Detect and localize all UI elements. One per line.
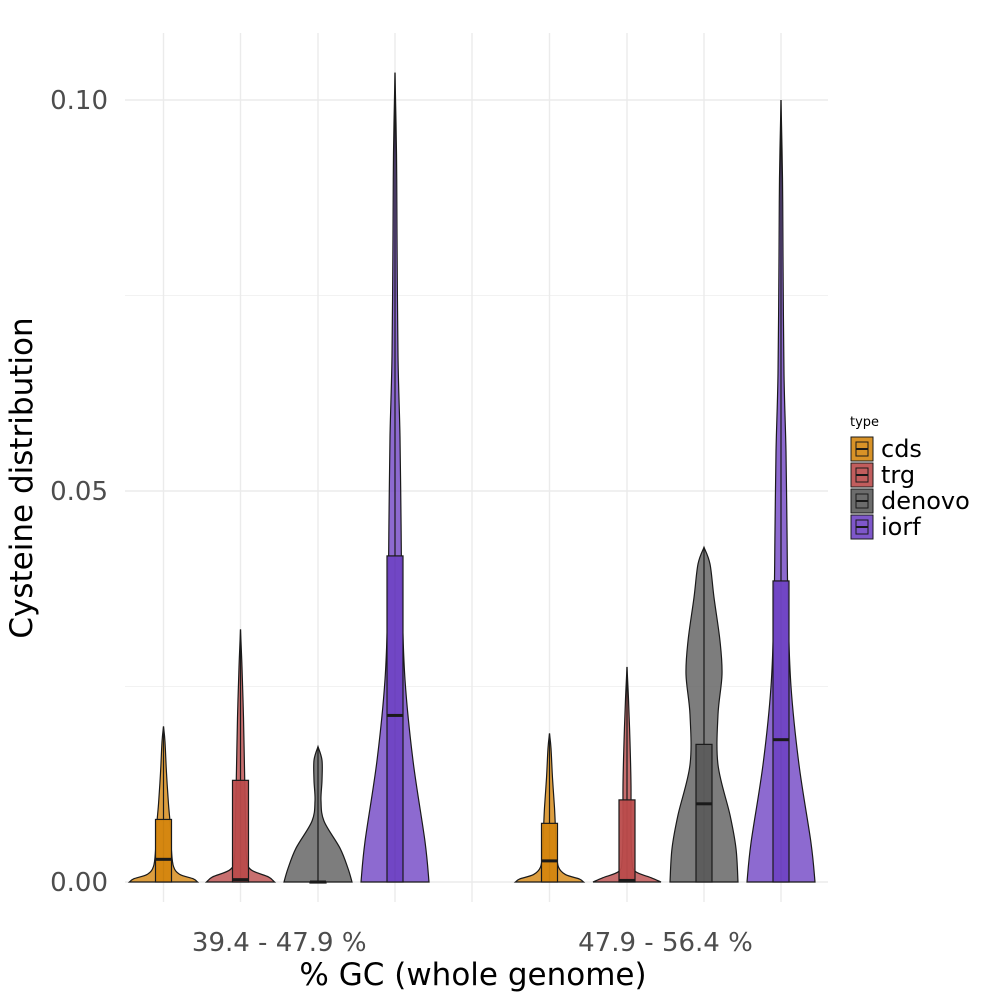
box-denovo-2	[695, 743, 713, 883]
x-axis-title: % GC (whole genome)	[299, 957, 646, 993]
legend-title: type	[850, 415, 879, 430]
box-trg-1	[231, 779, 250, 883]
box-cds-2	[540, 822, 559, 883]
y-tick-label: 0.00	[50, 868, 108, 898]
box-cds-1	[154, 818, 173, 883]
y-tick-label: 0.10	[50, 86, 108, 116]
box-iorf-1	[386, 555, 404, 883]
x-tick-label: 39.4 - 47.9 %	[192, 928, 367, 958]
y-tick-label: 0.05	[50, 477, 108, 507]
box-iorf-2	[772, 580, 790, 883]
box-trg-2	[618, 799, 636, 883]
legend-label-denovo: denovo	[881, 487, 970, 515]
x-tick-label: 47.9 - 56.4 %	[578, 928, 753, 958]
legend-label-cds: cds	[881, 435, 922, 463]
legend-label-iorf: iorf	[881, 513, 921, 541]
y-axis-title: Cysteine distribution	[4, 317, 40, 638]
legend-label-trg: trg	[881, 461, 915, 489]
